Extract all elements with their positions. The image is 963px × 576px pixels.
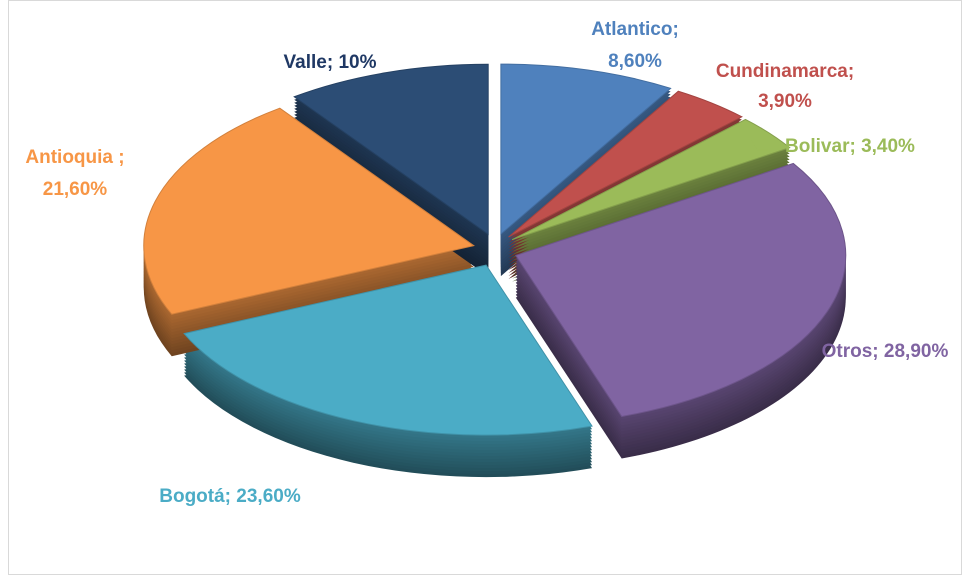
data-label-name: Bogotá; xyxy=(159,486,231,507)
data-label-value: 3,90% xyxy=(758,91,812,112)
data-label-value: 23,60% xyxy=(236,486,301,507)
data-label-value: 3,40% xyxy=(861,136,915,157)
data-label-name: Valle; xyxy=(284,52,334,73)
data-label-value: 10% xyxy=(338,52,376,73)
data-label: Otros; 28,90% xyxy=(822,341,949,362)
slice xyxy=(508,90,743,238)
slice xyxy=(511,118,791,241)
slice xyxy=(500,63,672,236)
data-label-name: Otros; xyxy=(822,341,879,362)
leader-line xyxy=(751,139,768,151)
slice xyxy=(514,162,847,417)
data-label-value: 21,60% xyxy=(43,179,108,200)
data-label-name: Atlantico; xyxy=(591,19,679,40)
data-label-value: 8,60% xyxy=(608,51,662,72)
slice xyxy=(293,63,489,236)
data-label-name: Antioquia ; xyxy=(25,147,124,168)
data-label-value: 28,90% xyxy=(884,341,949,362)
data-label: Bolivar; 3,40% xyxy=(785,136,915,157)
data-label-name: Bolivar; xyxy=(785,136,856,157)
slice xyxy=(143,107,475,315)
slice xyxy=(183,264,593,436)
data-label-name: Cundinamarca; xyxy=(716,61,854,82)
data-label: Valle; 10% xyxy=(284,52,377,73)
data-label: Bogotá; 23,60% xyxy=(159,486,301,507)
